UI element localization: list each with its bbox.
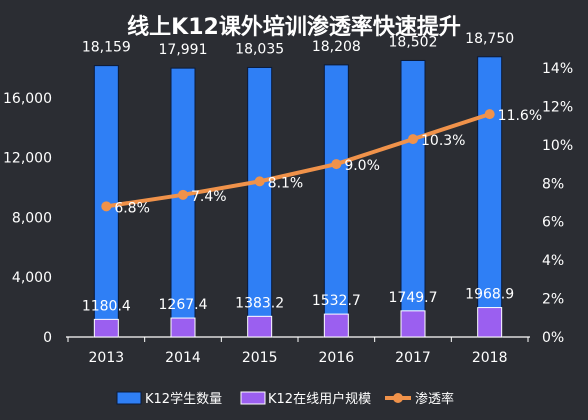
point-penetration-rate (101, 201, 112, 212)
bar-k12-online-users (400, 310, 426, 338)
data-labels: 18,159 17,991 18,035 18,208 18,502 18,750 1180… (82, 31, 542, 315)
y-left-tick-label: 8,000 (12, 210, 52, 226)
point-penetration-rate (408, 134, 418, 145)
y-right-tick-label: 10% (542, 138, 573, 154)
legend-marker-penetration-rate (393, 393, 403, 403)
bar-k12-students (323, 64, 349, 338)
bar-label-k12-students: 18,159 (82, 40, 131, 56)
y-right-tick-label: 0% (542, 330, 564, 346)
legend-swatch-k12-students (116, 391, 142, 405)
point-label-penetration-rate: 9.0% (344, 158, 380, 174)
bar-k12-students (400, 59, 426, 338)
bar-k12-students (477, 56, 503, 338)
bar-label-k12-students: 17,991 (159, 42, 208, 58)
bar-label-k12-online-users: 1267.4 (159, 297, 208, 313)
y-left-tick-label: 12,000 (3, 151, 52, 167)
bar-k12-students (93, 65, 119, 338)
legend-label-k12-students: K12学生数量 (145, 391, 222, 407)
bar-label-k12-students: 18,035 (235, 41, 284, 57)
bar-label-k12-students: 18,208 (312, 39, 361, 55)
x-tick-label: 2015 (242, 350, 278, 366)
y-left-tick-label: 4,000 (12, 270, 52, 286)
y-right-tick-label: 14% (542, 61, 573, 77)
chart-title: 线上K12课外培训渗透率快速提升 (127, 14, 461, 40)
legend-label-penetration-rate: 渗透率 (415, 391, 454, 407)
bar-k12-online-users (247, 315, 273, 338)
x-tick-label: 2013 (89, 350, 125, 366)
point-label-penetration-rate: 6.8% (114, 200, 150, 216)
bar-k12-students (247, 66, 273, 338)
point-label-penetration-rate: 10.3% (421, 133, 465, 149)
legend: K12学生数量 K12在线用户规模 渗透率 (116, 391, 454, 407)
bar-k12-online-users (93, 318, 119, 338)
x-tick-label: 2014 (165, 350, 201, 366)
bar-label-k12-online-users: 1383.2 (235, 295, 284, 311)
bar-label-k12-online-users: 1180.4 (82, 298, 131, 314)
bar-label-k12-students: 18,750 (465, 31, 514, 47)
bar-label-k12-online-users: 1532.7 (312, 293, 361, 309)
bar-label-k12-students: 18,502 (389, 34, 438, 50)
axes: 04,0008,00012,00016,0000%2%4%6%8%10%12%1… (3, 61, 573, 366)
bar-k12-online-users (323, 313, 349, 338)
bar-label-k12-online-users: 1968.9 (465, 287, 514, 303)
x-tick-label: 2016 (319, 350, 355, 366)
bars (93, 56, 503, 338)
bar-k12-students (170, 67, 196, 338)
point-penetration-rate (178, 189, 188, 200)
bar-k12-online-users (477, 307, 503, 338)
line-penetration-rate (106, 112, 491, 209)
y-right-tick-label: 2% (542, 292, 564, 308)
point-label-penetration-rate: 8.1% (268, 175, 304, 191)
y-left-tick-label: 0 (43, 330, 52, 346)
x-tick-label: 2018 (472, 350, 508, 366)
y-right-tick-label: 4% (542, 253, 564, 269)
y-left-tick-label: 16,000 (3, 91, 52, 107)
legend-label-k12-online-users: K12在线用户规模 (268, 391, 371, 407)
bar-label-k12-online-users: 1749.7 (389, 290, 438, 306)
point-penetration-rate (484, 109, 495, 120)
penetration-line (101, 109, 495, 212)
x-tick-label: 2017 (395, 350, 431, 366)
bar-k12-online-users (170, 317, 196, 338)
point-label-penetration-rate: 11.6% (498, 108, 542, 124)
point-label-penetration-rate: 7.4% (191, 189, 227, 205)
y-right-tick-label: 12% (542, 99, 573, 115)
point-penetration-rate (254, 176, 265, 187)
legend-swatch-k12-online-users (240, 391, 266, 405)
point-penetration-rate (331, 159, 342, 170)
y-right-tick-label: 6% (542, 215, 564, 231)
y-right-tick-label: 8% (542, 176, 564, 192)
